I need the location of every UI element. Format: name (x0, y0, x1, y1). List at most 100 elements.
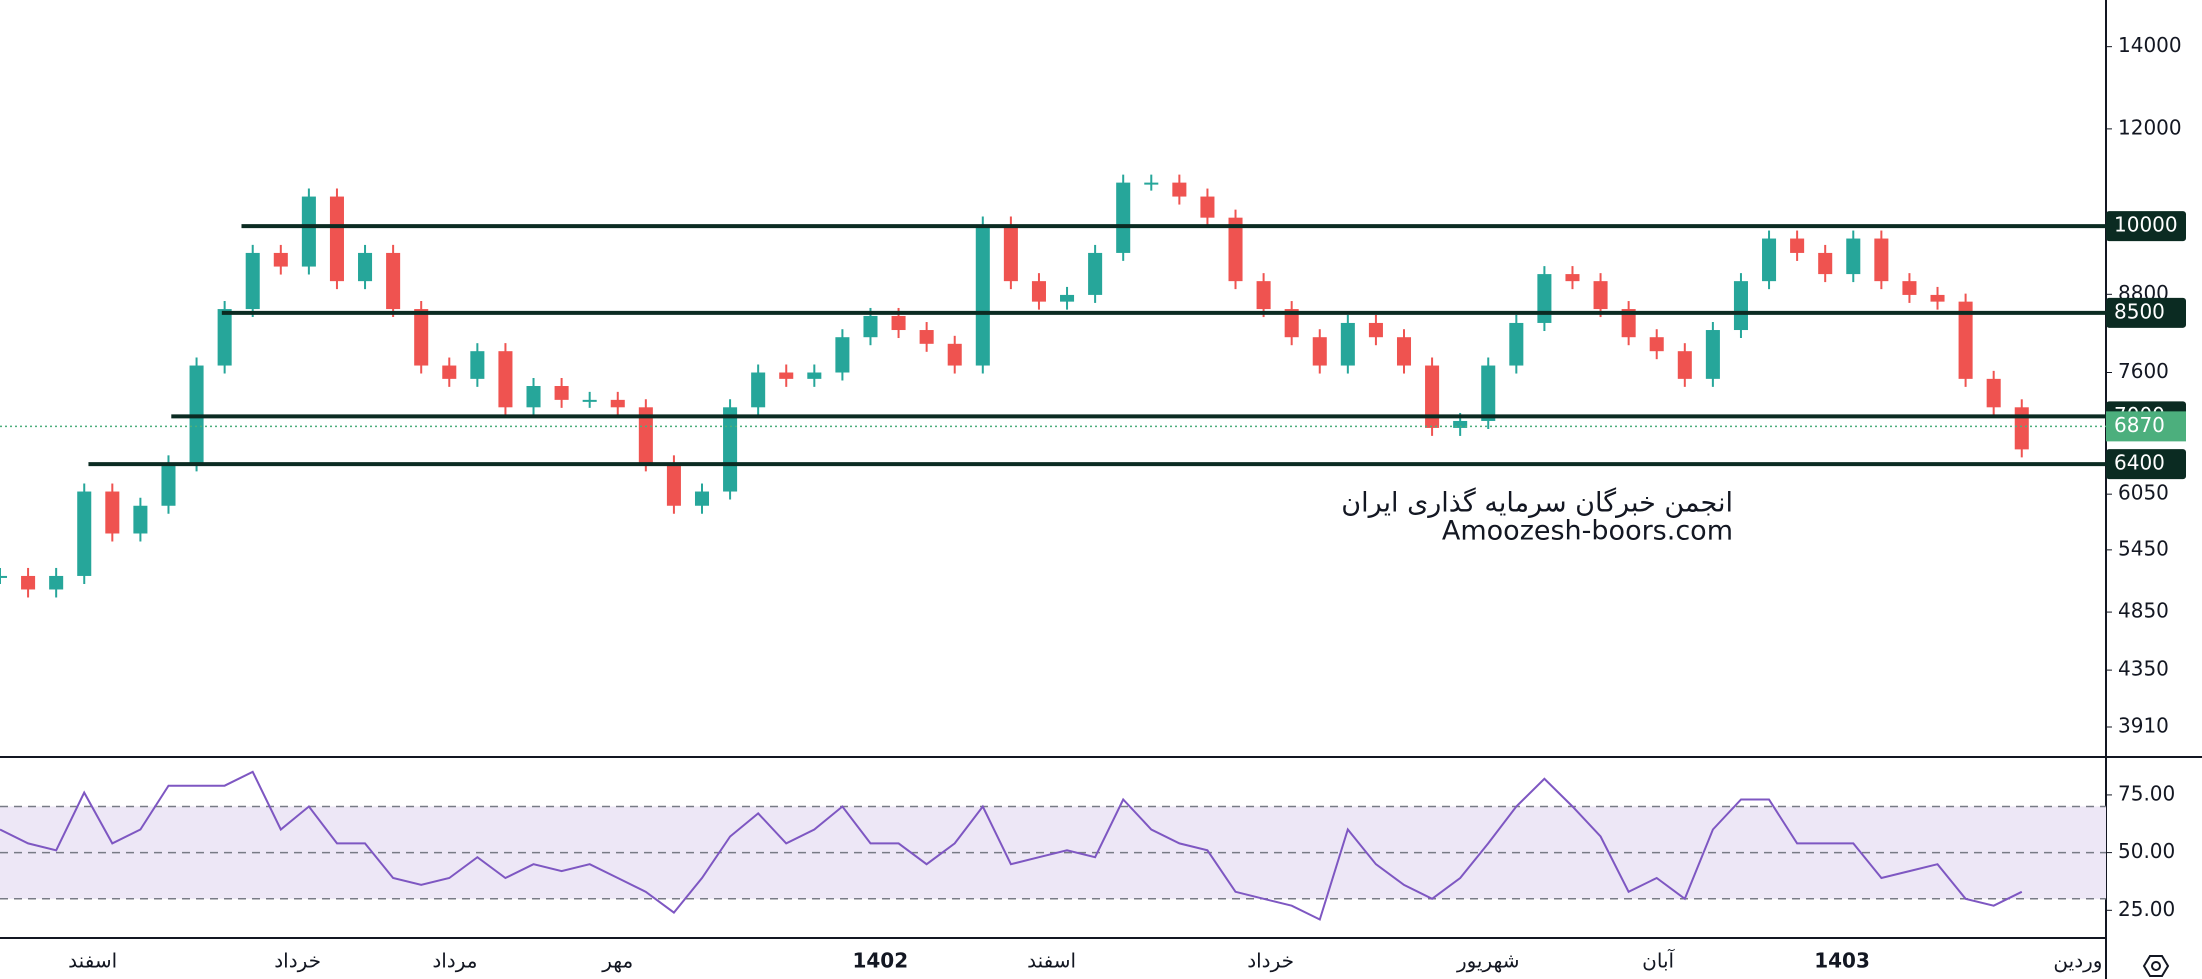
candle (1958, 301, 1973, 379)
y-tick-label: 3910 (2118, 713, 2169, 737)
candle (1368, 322, 1383, 338)
level-label: 6400 (2114, 451, 2165, 475)
candle (245, 252, 260, 310)
candle (1930, 294, 1945, 302)
y-tick-label: 4350 (2118, 657, 2169, 681)
candle (582, 399, 597, 402)
x-tick-label: 1402 (852, 949, 908, 973)
candle (1986, 378, 2001, 408)
x-tick-label: آبان (1642, 948, 1675, 973)
candle (217, 309, 232, 366)
y-tick-label: 12000 (2118, 115, 2182, 139)
candle (1256, 281, 1271, 310)
x-tick-label: اسفند (1027, 949, 1076, 973)
watermark: Amoozesh-boors.com (1442, 516, 1733, 547)
level-label-bg (2106, 449, 2186, 480)
x-tick-label: خرداد (1247, 949, 1294, 973)
candle (610, 399, 625, 408)
rsi-line (0, 770, 2023, 921)
x-tick-label: خرداد (274, 949, 321, 973)
candle (1144, 182, 1159, 185)
candle (1733, 281, 1748, 331)
settings-icon[interactable] (2142, 955, 2170, 977)
candle (301, 196, 316, 267)
level-label: 10000 (2114, 213, 2178, 237)
level-label-bg (2106, 297, 2186, 328)
candle (1031, 281, 1046, 302)
candle (947, 343, 962, 366)
level-label: 8500 (2114, 299, 2165, 323)
candle (1677, 351, 1692, 379)
candle (49, 575, 64, 590)
last-price-label: 6870 (2114, 413, 2165, 437)
candle (386, 252, 401, 310)
candle (2014, 407, 2029, 450)
x-tick-label: وردین (2053, 949, 2102, 973)
candle (273, 252, 288, 267)
candle (329, 196, 344, 282)
y-tick-label: 6050 (2118, 481, 2169, 505)
candle (835, 337, 850, 373)
candle (723, 407, 738, 492)
candle (1762, 238, 1777, 282)
candle (161, 463, 176, 506)
candle (1790, 238, 1805, 253)
candle (1060, 294, 1075, 302)
candle (1593, 281, 1608, 310)
candle (1902, 281, 1917, 295)
y-tick-label: 25.00 (2118, 897, 2175, 921)
level-label-bg (2106, 211, 2186, 242)
candle (470, 351, 485, 379)
candle (358, 252, 373, 282)
y-tick-label: 75.00 (2118, 781, 2175, 805)
candle (975, 224, 990, 366)
candle (498, 351, 513, 408)
candle (638, 407, 653, 464)
candle (1396, 337, 1412, 366)
candle (751, 372, 766, 408)
x-tick-label: مرداد (432, 949, 477, 973)
candle (1509, 322, 1524, 366)
x-tick-label: 1403 (1814, 949, 1870, 973)
candle (891, 315, 906, 331)
candle (1003, 224, 1018, 282)
candle (1453, 420, 1468, 428)
candle (0, 575, 8, 578)
y-tick-label: 14000 (2118, 33, 2182, 57)
candle (77, 491, 92, 576)
x-tick-label: اسفند (68, 949, 117, 973)
candle (1565, 274, 1580, 282)
candle (1649, 337, 1664, 352)
candle (414, 309, 429, 366)
x-tick-label: مهر (601, 949, 633, 973)
candle (863, 315, 878, 338)
candle (105, 491, 120, 534)
candle (1284, 309, 1299, 338)
candle (1874, 238, 1889, 282)
candle (1200, 196, 1215, 218)
candle (133, 505, 148, 534)
y-tick-label: 50.00 (2118, 839, 2175, 863)
candle (779, 372, 794, 379)
candle (1340, 322, 1355, 366)
candle (21, 575, 36, 590)
y-tick-label: 5450 (2118, 536, 2169, 560)
candle (694, 491, 710, 506)
candle (1088, 252, 1103, 295)
watermark: انجمن خبرگان سرمایه گذاری ایران (1341, 487, 1733, 519)
candle (526, 386, 541, 408)
candle (1312, 337, 1327, 366)
x-tick-label: شهریور (1456, 949, 1520, 973)
candle (1228, 217, 1243, 282)
candle (919, 330, 934, 344)
candle (807, 372, 822, 379)
y-tick-label: 4850 (2118, 599, 2169, 623)
last-price-label-bg (2106, 411, 2186, 442)
candle (1537, 274, 1552, 323)
y-tick-label: 7600 (2118, 359, 2169, 383)
candle (1818, 252, 1833, 275)
candle (1425, 365, 1440, 428)
candle (1481, 365, 1496, 421)
candle (1116, 182, 1131, 253)
